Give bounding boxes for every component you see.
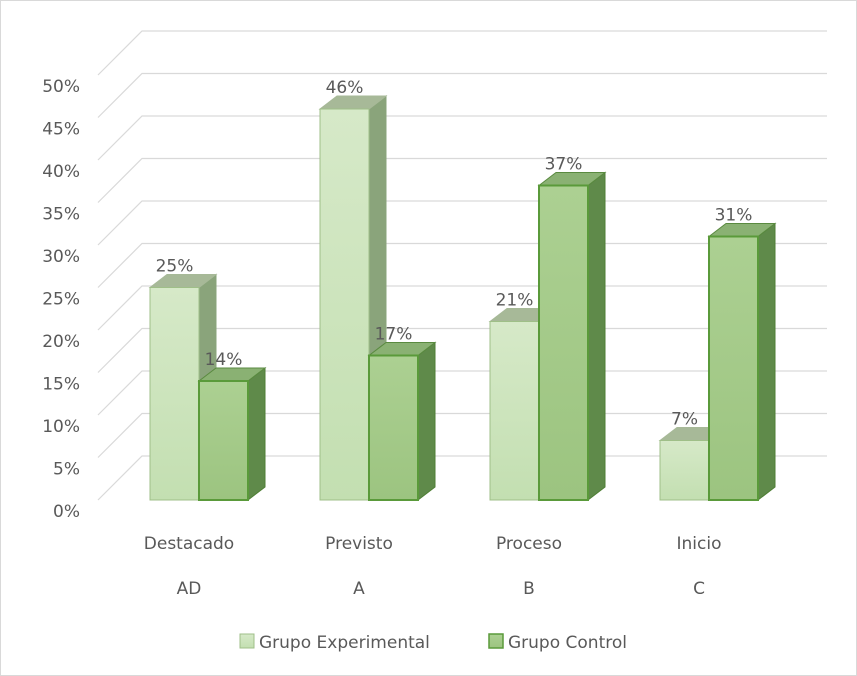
bar-front xyxy=(198,380,249,501)
gridline xyxy=(97,157,827,203)
y-tick-label: 35% xyxy=(42,205,80,225)
bar-control xyxy=(707,222,777,502)
data-label: 31% xyxy=(715,206,753,226)
category-label: Destacado xyxy=(144,534,234,554)
bar-control xyxy=(537,171,607,502)
bar-side xyxy=(417,341,436,502)
y-tick-label: 45% xyxy=(42,120,80,140)
y-axis-ticks: 0% 5% 10% 15% 20% 25% 30% 35% 40% 45% 50% xyxy=(42,77,80,522)
y-tick-label: 30% xyxy=(42,247,80,267)
data-label: 25% xyxy=(156,257,194,277)
category-code-label: C xyxy=(693,579,705,599)
y-tick-label: 25% xyxy=(42,290,80,310)
bar-front xyxy=(708,235,759,501)
y-tick-label: 40% xyxy=(42,162,80,182)
data-labels: 25% 14% 46% 17% 21% 37% 7% 31% xyxy=(156,78,753,430)
bar-front xyxy=(659,440,710,501)
bar-front xyxy=(149,287,200,501)
y-tick-label: 0% xyxy=(53,502,80,522)
y-tick-label: 15% xyxy=(42,375,80,395)
category-code-label: B xyxy=(523,579,535,599)
gridline xyxy=(97,72,827,118)
bar-front xyxy=(368,354,419,501)
gridline xyxy=(97,115,827,161)
bar-side xyxy=(757,222,776,502)
data-label: 37% xyxy=(545,155,583,175)
legend-swatch xyxy=(239,633,255,649)
legend-swatch xyxy=(488,633,504,649)
y-tick-label: 10% xyxy=(42,417,80,437)
data-label: 21% xyxy=(496,291,534,311)
data-label: 14% xyxy=(205,350,243,370)
bar-control xyxy=(367,341,437,502)
x-axis-categories: Destacado AD Previsto A Proceso B Inicio C xyxy=(144,534,722,599)
category-label: Proceso xyxy=(496,534,562,554)
bar-front xyxy=(489,321,540,501)
y-tick-label: 5% xyxy=(53,460,80,480)
bar-control xyxy=(197,366,267,502)
category-label: Previsto xyxy=(325,534,393,554)
legend: Grupo Experimental Grupo Control xyxy=(239,633,627,653)
bar-front xyxy=(538,184,589,501)
bar-side xyxy=(247,366,266,502)
data-label: 17% xyxy=(375,325,413,345)
category-label: Inicio xyxy=(677,534,722,554)
legend-label: Grupo Experimental xyxy=(259,633,430,653)
category-code-label: AD xyxy=(177,579,202,599)
y-tick-label: 50% xyxy=(42,77,80,97)
category-code-label: A xyxy=(353,579,365,599)
legend-label: Grupo Control xyxy=(508,633,627,653)
gridline xyxy=(97,30,827,76)
data-label: 7% xyxy=(671,410,698,430)
bar-side xyxy=(587,171,606,502)
data-label: 46% xyxy=(326,78,364,98)
bar-front xyxy=(319,108,370,501)
bars xyxy=(148,94,777,502)
y-tick-label: 20% xyxy=(42,332,80,352)
